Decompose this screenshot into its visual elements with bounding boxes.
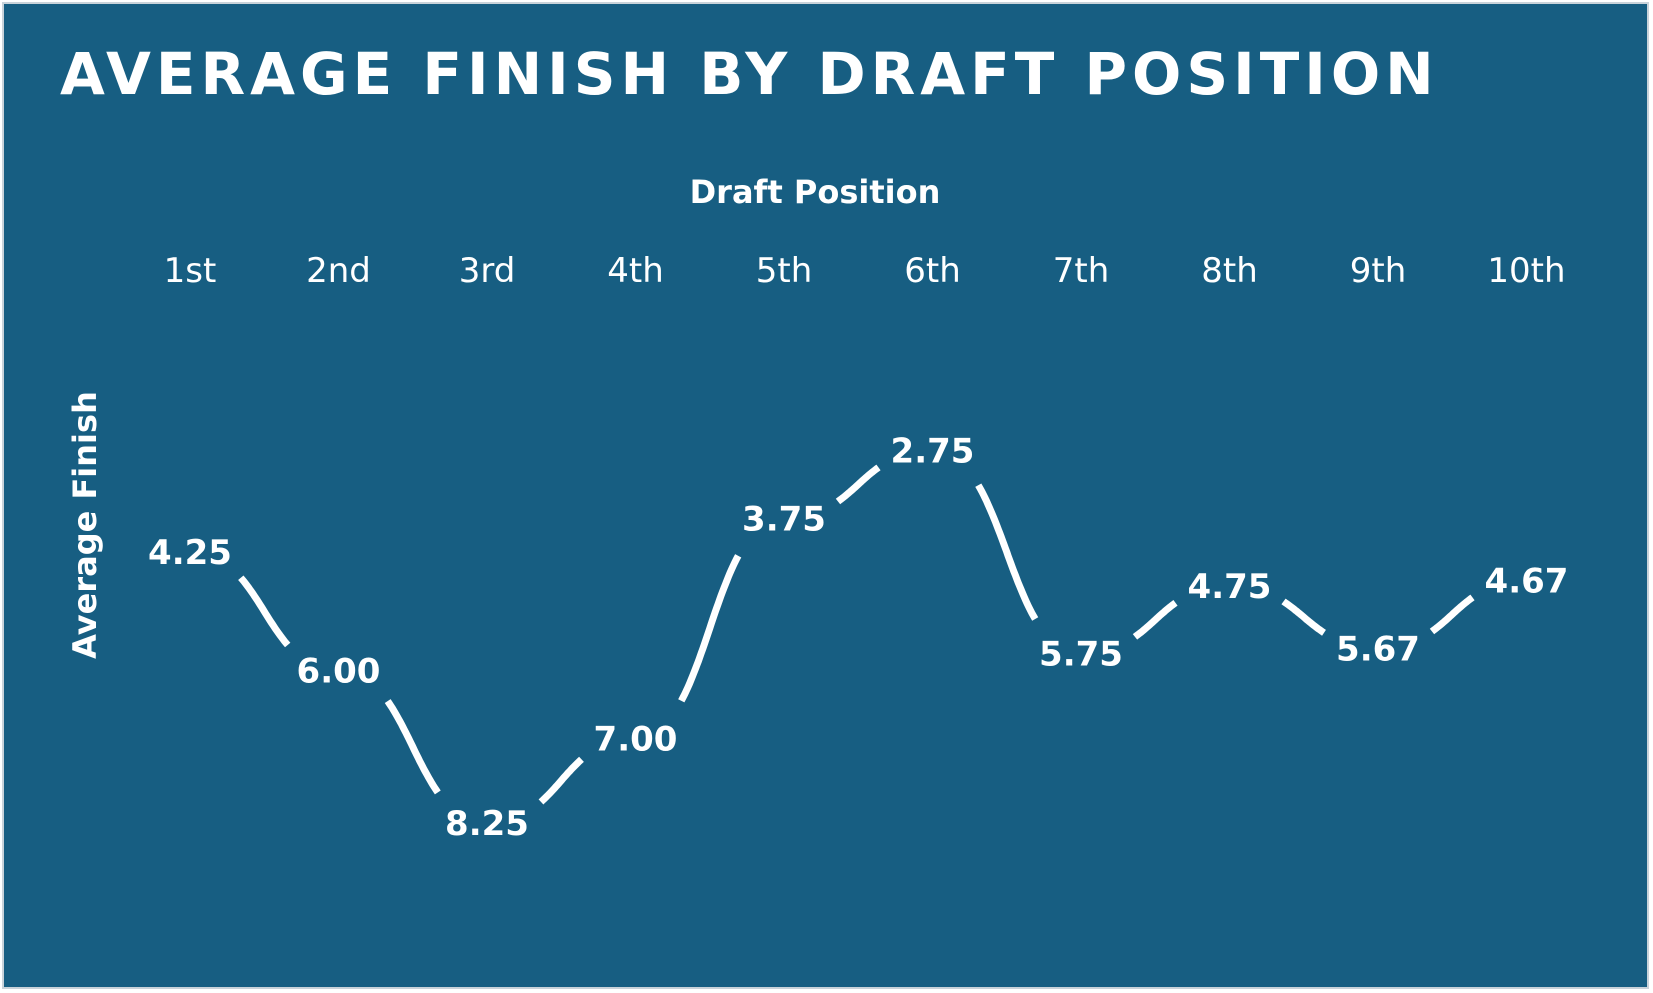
data-label: 5.75 [1039,635,1123,675]
data-label: 4.75 [1188,567,1272,607]
line-segment [538,756,584,805]
series-line [238,464,1475,805]
data-label: 3.75 [742,499,826,539]
x-tick-label: 9th [1350,251,1407,291]
line-segment [835,464,881,505]
x-tick-label: 7th [1053,251,1110,291]
x-tick-label: 8th [1201,251,1258,291]
line-segment [678,554,742,703]
drop-lines [189,322,1528,787]
x-axis-label: Draft Position [690,173,941,211]
x-tick-label: 1st [164,251,217,291]
data-label: 8.25 [445,804,529,844]
x-tick-label: 2nd [306,251,371,291]
chart-title: AVERAGE FINISH BY DRAFT POSITION [60,40,1439,108]
line-segment [238,575,291,648]
data-label: 4.25 [148,533,232,573]
data-label: 2.75 [891,432,975,472]
line-segment [1132,599,1178,640]
y-axis-label: Average Finish [66,391,104,659]
x-tick-label: 6th [904,251,961,291]
x-tick-label: 5th [756,251,813,291]
line-segment [1429,594,1475,635]
data-labels: 4.25 6.00 8.25 7.00 3.75 2.75 5.75 4.75 5.67 4.67 [148,432,1568,844]
x-tick-label: 4th [607,251,664,291]
line-segment [1281,598,1326,636]
data-label: 5.67 [1336,629,1420,669]
line-segment [384,699,441,795]
data-label: 4.67 [1485,562,1569,602]
data-label: 6.00 [297,652,381,692]
data-label: 7.00 [594,719,678,759]
line-segment [975,483,1039,621]
x-tick-label: 10th [1487,251,1565,291]
x-tick-label: 3rd [459,251,516,291]
x-tick-labels: 1st 2nd 3rd 4th 5th 6th 7th 8th 9th 10th [164,251,1566,291]
